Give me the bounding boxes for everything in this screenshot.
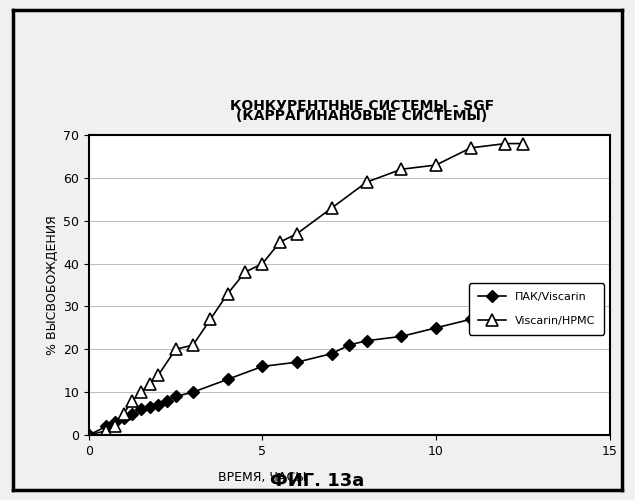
ПАК/Viscarin	[467, 316, 474, 322]
ПАК/Viscarin	[146, 404, 154, 410]
Text: ФИГ. 13а: ФИГ. 13а	[271, 472, 364, 490]
ПАК/Viscarin	[345, 342, 353, 348]
ПАК/Viscarin	[258, 364, 266, 370]
ПАК/Viscarin	[120, 415, 128, 421]
Viscarin/HPMC	[224, 290, 232, 296]
Text: КОНКУРЕНТНЫЕ СИСТЕМЫ - SGF: КОНКУРЕНТНЫЕ СИСТЕМЫ - SGF	[230, 98, 494, 112]
Viscarin/HPMC	[154, 372, 162, 378]
Viscarin/HPMC	[467, 145, 474, 151]
Viscarin/HPMC	[172, 346, 180, 352]
ПАК/Viscarin	[519, 304, 526, 310]
Viscarin/HPMC	[206, 316, 214, 322]
Viscarin/HPMC	[120, 410, 128, 416]
ПАК/Viscarin	[137, 406, 145, 412]
ПАК/Viscarin	[502, 308, 509, 314]
Viscarin/HPMC	[258, 260, 266, 266]
Viscarin/HPMC	[128, 398, 136, 404]
ПАК/Viscarin	[172, 394, 180, 400]
Viscarin/HPMC	[293, 230, 301, 236]
Viscarin/HPMC	[398, 166, 405, 172]
Viscarin/HPMC	[519, 140, 526, 146]
Viscarin/HPMC	[328, 205, 336, 211]
ПАК/Viscarin	[398, 334, 405, 340]
ПАК/Viscarin	[154, 402, 162, 408]
ПАК/Viscarin	[163, 398, 171, 404]
ПАК/Viscarin	[432, 325, 440, 331]
ПАК/Viscarin	[293, 359, 301, 365]
Y-axis label: % ВЫСВОБОЖДЕНИЯ: % ВЫСВОБОЖДЕНИЯ	[46, 215, 59, 355]
Line: Viscarin/HPMC: Viscarin/HPMC	[83, 138, 528, 440]
Viscarin/HPMC	[102, 428, 110, 434]
Viscarin/HPMC	[146, 380, 154, 386]
Viscarin/HPMC	[432, 162, 440, 168]
ПАК/Viscarin	[102, 424, 110, 430]
Legend: ПАК/Viscarin, Viscarin/HPMC: ПАК/Viscarin, Viscarin/HPMC	[469, 284, 604, 335]
Viscarin/HPMC	[111, 424, 119, 430]
Viscarin/HPMC	[137, 389, 145, 395]
Viscarin/HPMC	[363, 179, 370, 185]
ПАК/Viscarin	[224, 376, 232, 382]
ПАК/Viscarin	[85, 432, 93, 438]
ПАК/Viscarin	[111, 419, 119, 425]
Line: ПАК/Viscarin: ПАК/Viscarin	[84, 302, 527, 439]
Text: ВРЕМЯ, ЧАСЫ: ВРЕМЯ, ЧАСЫ	[218, 471, 307, 484]
Viscarin/HPMC	[276, 239, 284, 245]
Viscarin/HPMC	[85, 432, 93, 438]
ПАК/Viscarin	[128, 410, 136, 416]
ПАК/Viscarin	[189, 389, 197, 395]
ПАК/Viscarin	[363, 338, 370, 344]
ПАК/Viscarin	[328, 350, 336, 356]
Text: (КАРРАГИНАНОВЫЕ СИСТЕМЫ): (КАРРАГИНАНОВЫЕ СИСТЕМЫ)	[236, 108, 488, 122]
Viscarin/HPMC	[189, 342, 197, 348]
Viscarin/HPMC	[241, 269, 249, 275]
Viscarin/HPMC	[502, 140, 509, 146]
